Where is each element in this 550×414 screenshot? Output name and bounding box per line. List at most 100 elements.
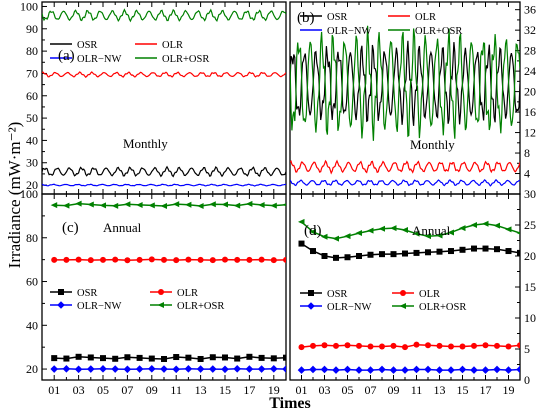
series-line-olr-nw (290, 178, 520, 187)
data-point (379, 343, 385, 350)
data-point (425, 249, 431, 256)
data-point (258, 354, 265, 361)
data-point (197, 256, 204, 263)
data-point (246, 353, 253, 360)
data-point (173, 354, 180, 361)
data-point (245, 365, 254, 373)
data-point (75, 256, 82, 263)
data-point (298, 240, 305, 247)
y-tick-label: 8 (524, 146, 530, 160)
data-point (333, 342, 339, 349)
data-point (413, 230, 420, 237)
data-point (222, 354, 228, 361)
legend-label: OLR+OSR (162, 54, 209, 65)
data-point (436, 342, 443, 349)
data-point (481, 366, 490, 374)
data-layer (290, 25, 520, 187)
data-point (233, 365, 241, 373)
data-point (458, 365, 467, 374)
panel-c: 01 03 05 07 09 11 13 15 17 19 20 40 60 80 100 OSR OLR OLR… (20, 187, 287, 397)
data-point (282, 365, 286, 373)
data-point (402, 344, 408, 351)
data-point (401, 226, 408, 233)
data-point (516, 231, 520, 235)
data-point (136, 256, 143, 263)
data-point (424, 233, 431, 240)
legend-label: OSR (327, 289, 347, 300)
x-axis-label: Times (269, 395, 310, 412)
data-layer (42, 8, 286, 187)
legend-label: OSR (327, 12, 347, 23)
data-point (425, 342, 431, 349)
data-point (100, 355, 106, 362)
y-tick-label: 70 (26, 66, 38, 80)
data-point (99, 202, 106, 209)
data-point (270, 202, 277, 209)
data-point (435, 366, 444, 374)
legend-label: OLR−NW (77, 301, 122, 312)
x-tick-label: 05 (97, 383, 109, 397)
y-tick-label: 24 (524, 64, 536, 78)
data-point (283, 256, 286, 263)
data-point (257, 365, 266, 373)
data-point (161, 256, 167, 263)
data-point (282, 203, 286, 207)
x-tick-label: 03 (73, 383, 85, 397)
series-line-olr-osr (42, 8, 286, 23)
data-point (196, 365, 205, 373)
data-point (436, 232, 443, 239)
data-point (344, 233, 351, 240)
data-point (471, 245, 477, 252)
x-tick-label: 11 (411, 383, 423, 397)
data-point (309, 228, 316, 235)
legend-marker (400, 290, 406, 296)
y-tick-label: 28 (524, 44, 536, 58)
data-point (447, 366, 455, 374)
data-point (367, 227, 374, 234)
legend: OSR OLR OLR−NW OLR+OSR (300, 289, 466, 313)
data-point (333, 254, 339, 261)
legend-marker (399, 303, 406, 309)
y-tick-label: 40 (26, 133, 38, 147)
x-tick-label: 03 (319, 383, 331, 397)
panel-note: Monthly (123, 136, 168, 151)
series-line-olr (42, 71, 286, 79)
legend-marker (57, 301, 65, 309)
panel-note: Monthly (410, 137, 455, 152)
y-tick-label: 100 (20, 187, 38, 201)
data-point (148, 256, 155, 263)
data-point (401, 366, 409, 374)
x-tick-label: 19 (268, 383, 280, 397)
data-point (74, 365, 83, 374)
data-point (148, 355, 155, 362)
data-point (148, 202, 155, 209)
data-point (471, 342, 477, 349)
data-point (112, 256, 119, 263)
y-tick-label: 80 (26, 44, 38, 58)
data-point (160, 365, 168, 373)
data-point (209, 257, 216, 264)
data-point (517, 249, 520, 256)
data-point (448, 343, 454, 350)
data-point (270, 365, 278, 373)
y-axis-label: Irradiance (mW·m⁻²) (5, 122, 24, 269)
data-point (355, 366, 363, 374)
data-point (111, 365, 119, 373)
x-tick-label: 17 (243, 383, 255, 397)
series-line-olr-nw (42, 183, 286, 187)
data-point (234, 355, 241, 362)
y-tick-label: 80 (26, 231, 38, 245)
y-tick-label: 60 (26, 275, 38, 289)
data-point (517, 342, 520, 349)
data-point (321, 342, 328, 349)
y-tick-label: 40 (26, 318, 38, 332)
data-point (209, 365, 217, 373)
legend-label: OLR (162, 40, 183, 51)
data-point (197, 203, 204, 210)
data-point (390, 225, 397, 232)
data-point (390, 342, 397, 349)
y-tick-label: 60 (26, 89, 38, 103)
data-point (447, 229, 454, 236)
data-point (221, 201, 228, 208)
